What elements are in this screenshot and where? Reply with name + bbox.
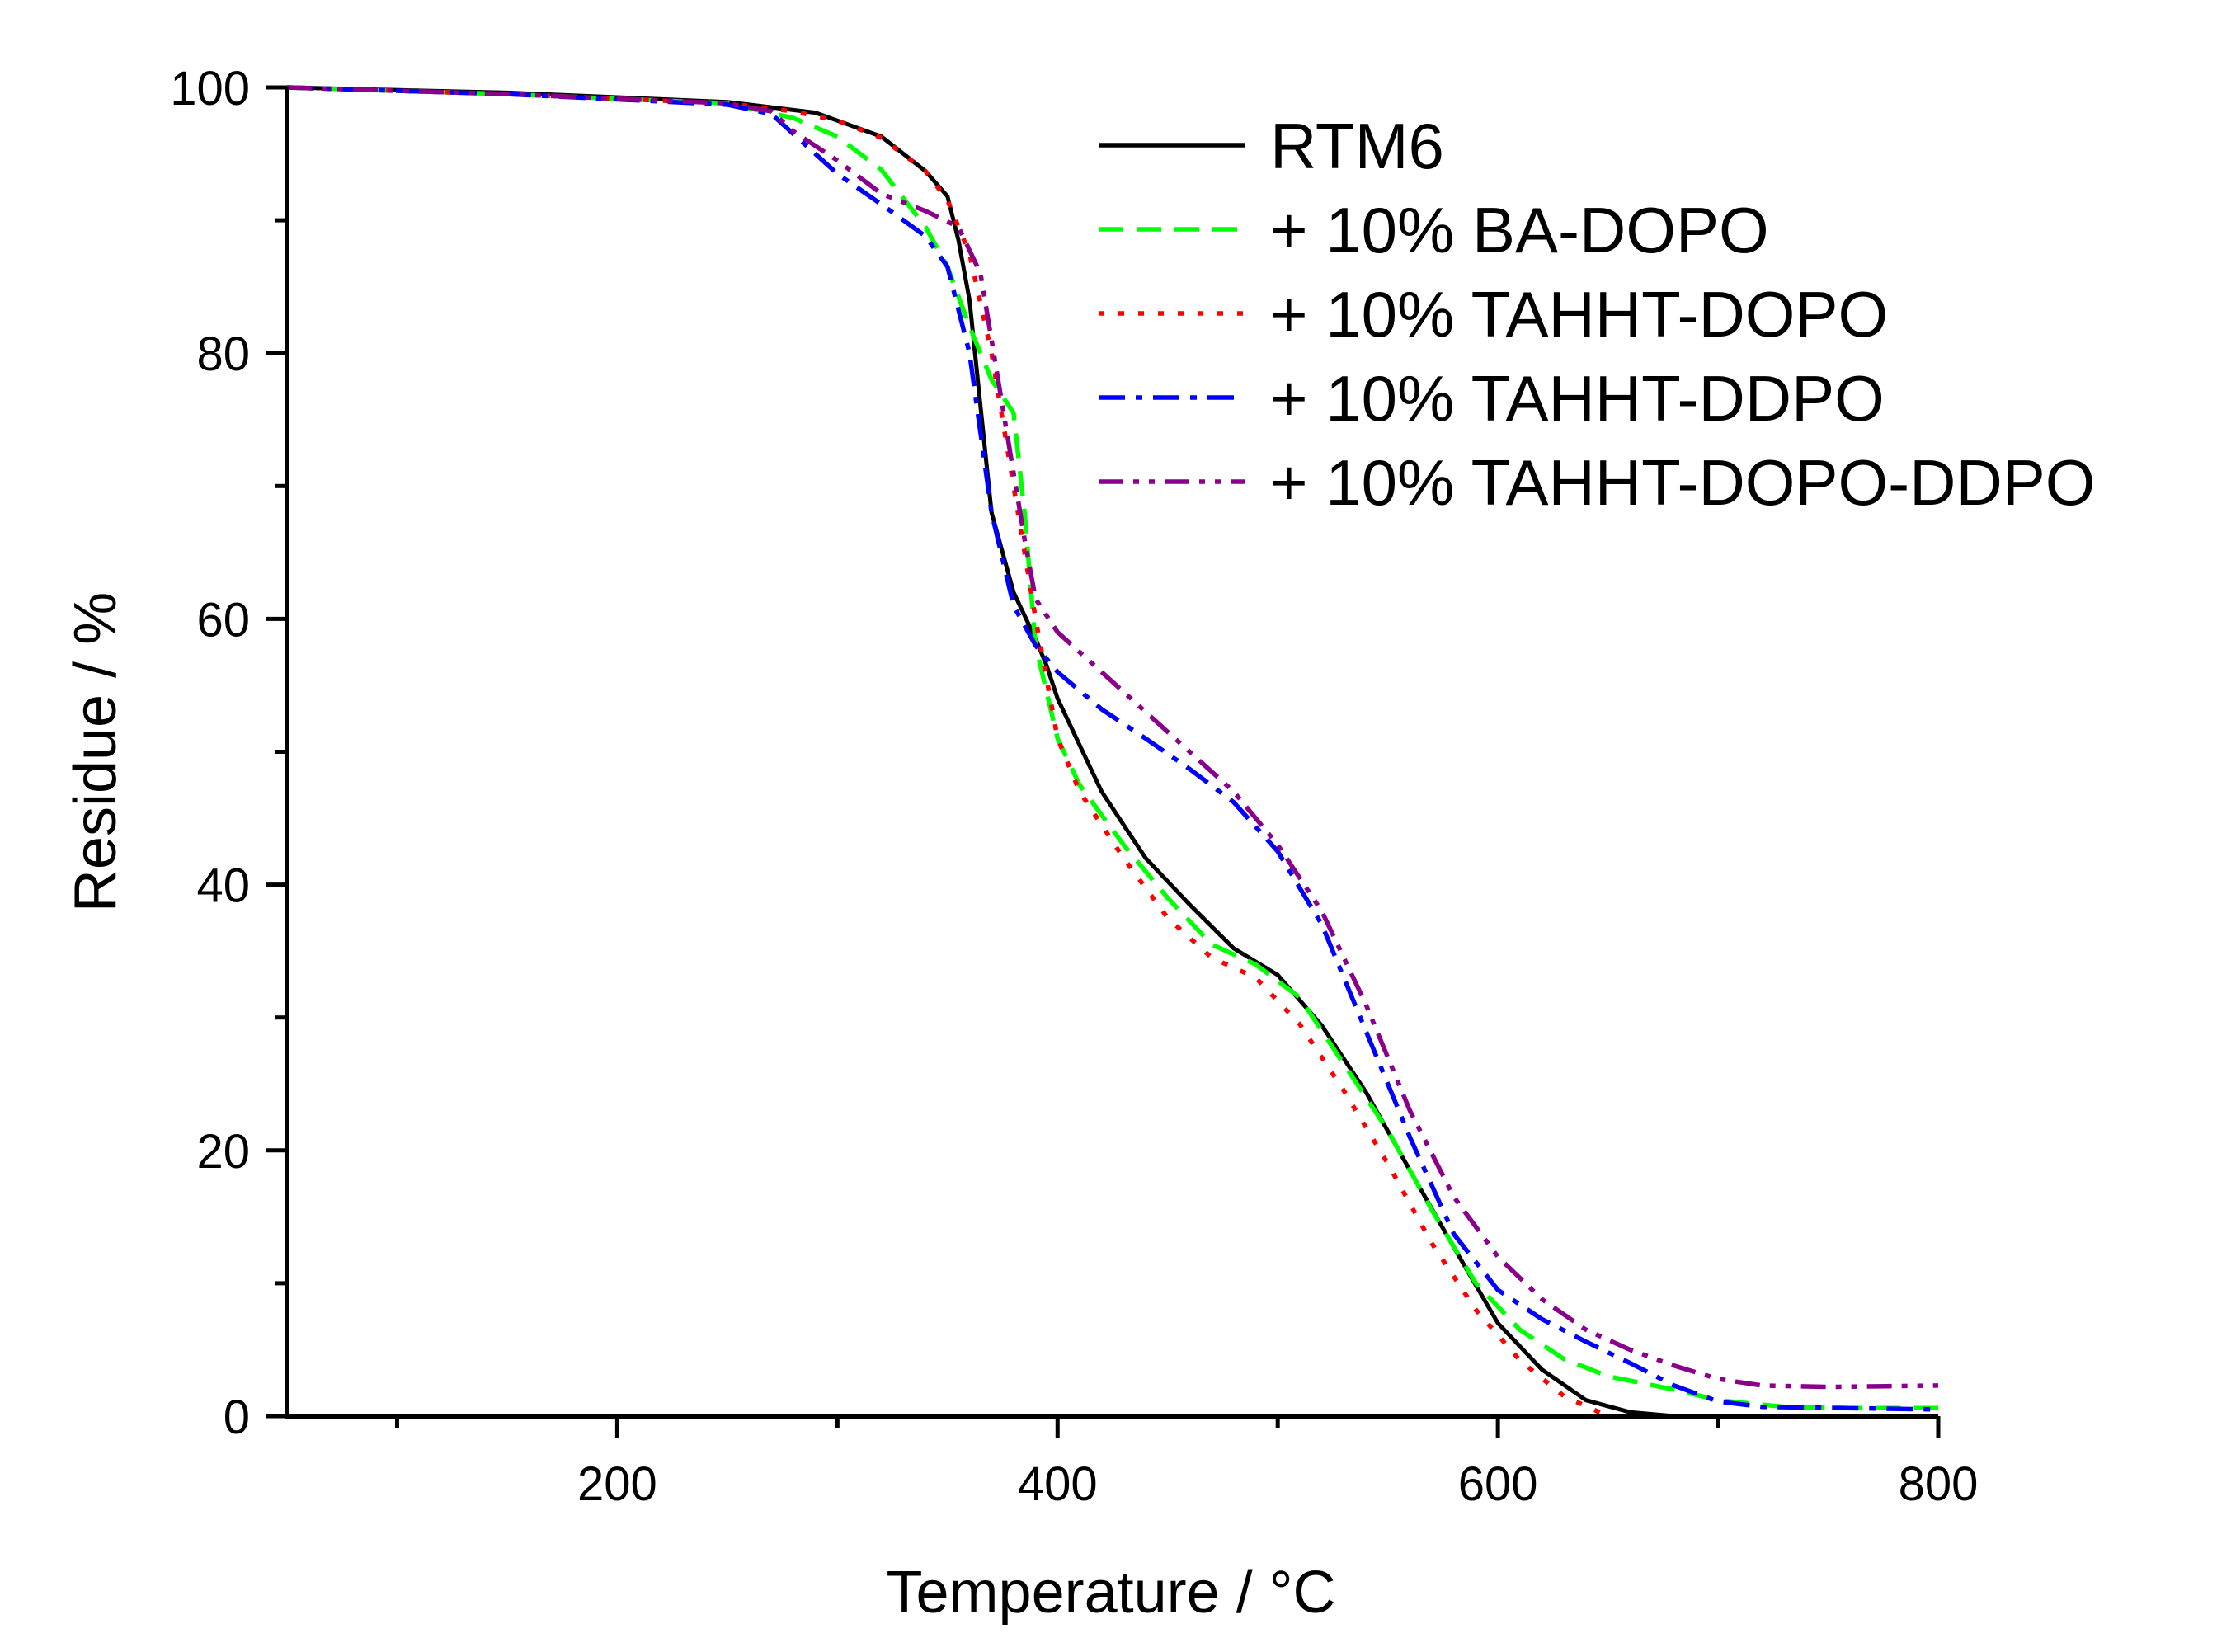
x-tick-label: 200 (577, 1457, 657, 1511)
x-axis-title: Temperature / °C (887, 1560, 1336, 1626)
y-tick-label: 100 (170, 62, 250, 115)
series-line-4 (286, 85, 1939, 1412)
y-tick-label: 0 (224, 1391, 250, 1444)
ticks: 200 400 600 800 0 20 40 60 80 100 (170, 62, 1978, 1511)
plot-area (286, 85, 1939, 1419)
y-tick-label: 40 (196, 859, 250, 913)
legend: RTM6 + 10% BA-DOPO + 10% TAHHT-DOPO + 10% T… (1099, 110, 2095, 519)
x-tick-label: 800 (1899, 1457, 1979, 1511)
legend-label-4: + 10% TAHHT-DDPO (1270, 362, 1885, 435)
legend-label-3: + 10% TAHHT-DOPO (1270, 278, 1888, 351)
x-tick-label: 600 (1458, 1457, 1538, 1511)
legend-label-5: + 10% TAHHT-DOPO-DDPO (1270, 446, 2095, 519)
y-tick-label: 60 (196, 593, 250, 647)
series-line-2 (286, 85, 1938, 1411)
legend-label-1: RTM6 (1270, 110, 1444, 182)
series-line-1 (286, 85, 1938, 1419)
y-tick-label: 80 (196, 327, 250, 381)
series-line-5 (286, 85, 1939, 1390)
y-axis-title: Residue / % (63, 592, 129, 912)
y-tick-label: 20 (196, 1125, 250, 1179)
x-tick-label: 400 (1018, 1457, 1098, 1511)
legend-label-2: + 10% BA-DOPO (1270, 194, 1769, 266)
